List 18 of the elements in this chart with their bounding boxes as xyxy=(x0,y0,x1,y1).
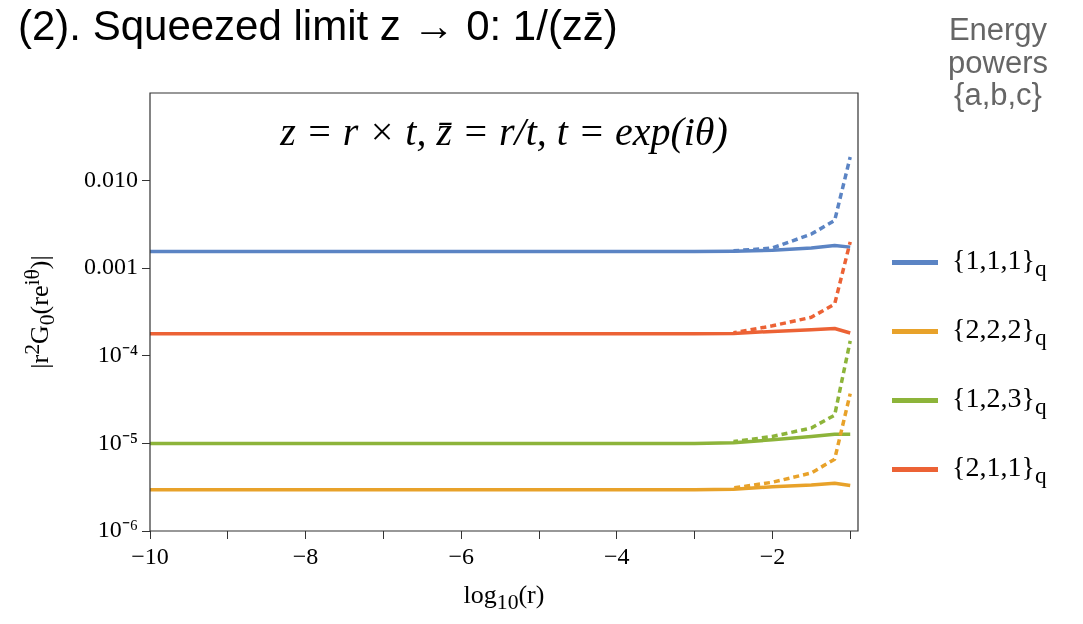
legend-label: {1,2,3}$_{q}$ xyxy=(952,381,1047,420)
x-axis-title: log$_{10}$(r) xyxy=(463,580,545,616)
legend-title: Energy powers {a,b,c} xyxy=(947,12,1049,113)
legend-label: {1,1,1}$_{q}$ xyxy=(952,243,1047,282)
x-tick-label: −10 xyxy=(131,542,169,569)
y-tick-label: 0.010 xyxy=(84,165,138,192)
x-tick-label: −4 xyxy=(604,542,630,569)
annotation: z = r × t, z̄ = r/t, t = exp(iθ) xyxy=(280,108,728,155)
x-tick-label: −2 xyxy=(759,542,786,569)
chart-title: (2). Squeezed limit z → 0: 1/(zz̄) xyxy=(18,2,618,50)
y-tick-label: 0.001 xyxy=(84,253,138,280)
legend-label: {2,1,1}$_{q}$ xyxy=(952,450,1047,489)
x-tick-label: −8 xyxy=(292,542,319,569)
y-tick-label: 10⁻⁶ xyxy=(97,516,138,543)
y-tick-label: 10⁻⁵ xyxy=(97,428,138,455)
x-tick-label: −6 xyxy=(448,542,474,569)
y-tick-label: 10⁻⁴ xyxy=(97,341,138,368)
legend-label: {2,2,2}$_{q}$ xyxy=(952,312,1047,351)
